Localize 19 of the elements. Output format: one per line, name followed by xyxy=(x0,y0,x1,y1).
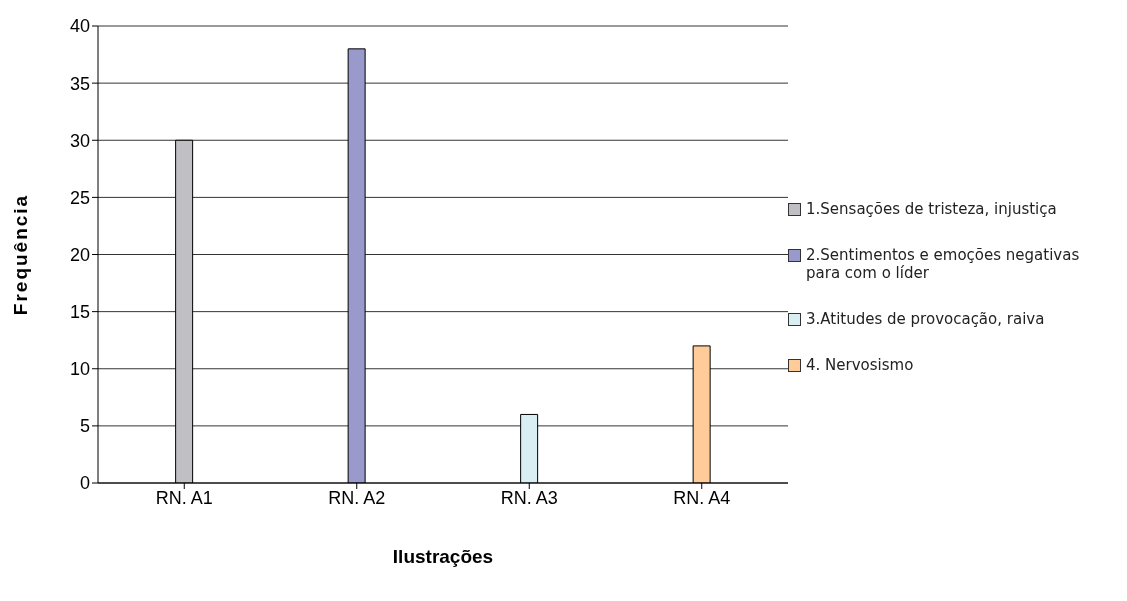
y-tick-label: 20 xyxy=(69,244,90,265)
y-tick-label: 10 xyxy=(69,359,90,380)
y-axis-title: Frequência xyxy=(9,193,31,316)
legend-label: 2.Sentimentos e emoções negativas para com o líder xyxy=(806,245,1081,282)
legend-label: 1.Sensações de tristeza, injustiça xyxy=(806,199,1057,218)
y-tick-label: 5 xyxy=(79,416,90,437)
x-tick-label: RN. A4 xyxy=(673,487,731,508)
x-tick-label: RN. A2 xyxy=(328,487,386,508)
x-axis-title: Ilustrações xyxy=(392,546,494,567)
x-tick-label: RN. A3 xyxy=(500,487,558,508)
y-tick-label: 30 xyxy=(69,130,90,151)
y-tick-label: 35 xyxy=(69,73,90,94)
y-tick-label: 25 xyxy=(69,187,90,208)
y-tick-label: 0 xyxy=(79,473,90,494)
legend-label: 4. Nervosismo xyxy=(806,355,914,374)
y-tick-label: 40 xyxy=(69,16,90,37)
y-tick-label: 15 xyxy=(69,302,90,323)
x-tick-label: RN. A1 xyxy=(155,487,213,508)
legend-label: 3.Atitudes de provocação, raiva xyxy=(806,309,1045,328)
